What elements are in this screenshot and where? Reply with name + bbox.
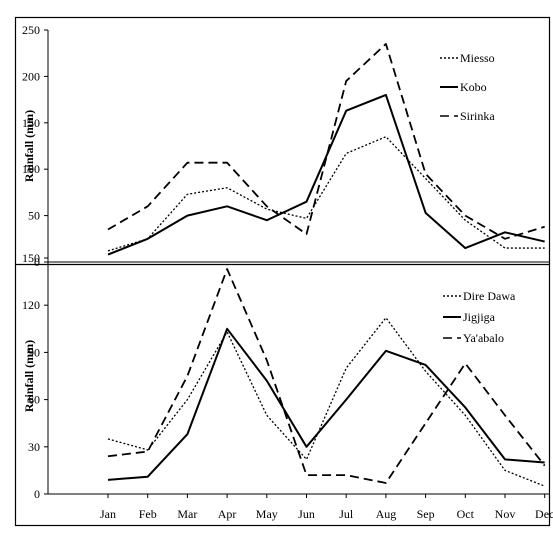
y-tick-label: 0 [34, 487, 40, 501]
x-tick-label: Jul [339, 507, 354, 521]
legend-label: Jigjiga [463, 310, 496, 324]
legend-label: Sirinka [460, 109, 495, 123]
y-tick-label: 200 [22, 69, 40, 83]
y-tick-label: 150 [22, 251, 40, 265]
legend-label: Dire Dawa [463, 289, 516, 303]
x-tick-label: Jun [298, 507, 315, 521]
y-tick-label: 120 [22, 298, 40, 312]
x-tick-label: Oct [457, 507, 475, 521]
x-tick-label: Sep [417, 507, 435, 521]
x-tick-label: May [256, 507, 278, 521]
x-tick-label: Apr [218, 507, 237, 521]
x-tick-label: Mar [177, 507, 197, 521]
x-tick-label: Dec [535, 507, 553, 521]
y-axis-title: Rainfall (mm) [22, 110, 36, 182]
x-tick-label: Nov [495, 507, 516, 521]
x-tick-label: Feb [139, 507, 157, 521]
legend-label: Miesso [460, 51, 495, 65]
y-tick-label: 50 [28, 209, 40, 223]
x-tick-label: Jan [100, 507, 116, 521]
legend-label: Ya'abalo [463, 331, 504, 345]
y-axis-title: Rainfall (mm) [22, 340, 36, 412]
series-line-jigjiga [108, 329, 545, 480]
y-tick-label: 250 [22, 23, 40, 37]
y-tick-label: 30 [28, 440, 40, 454]
legend-label: Kobo [460, 80, 487, 94]
x-tick-label: Aug [376, 507, 397, 521]
